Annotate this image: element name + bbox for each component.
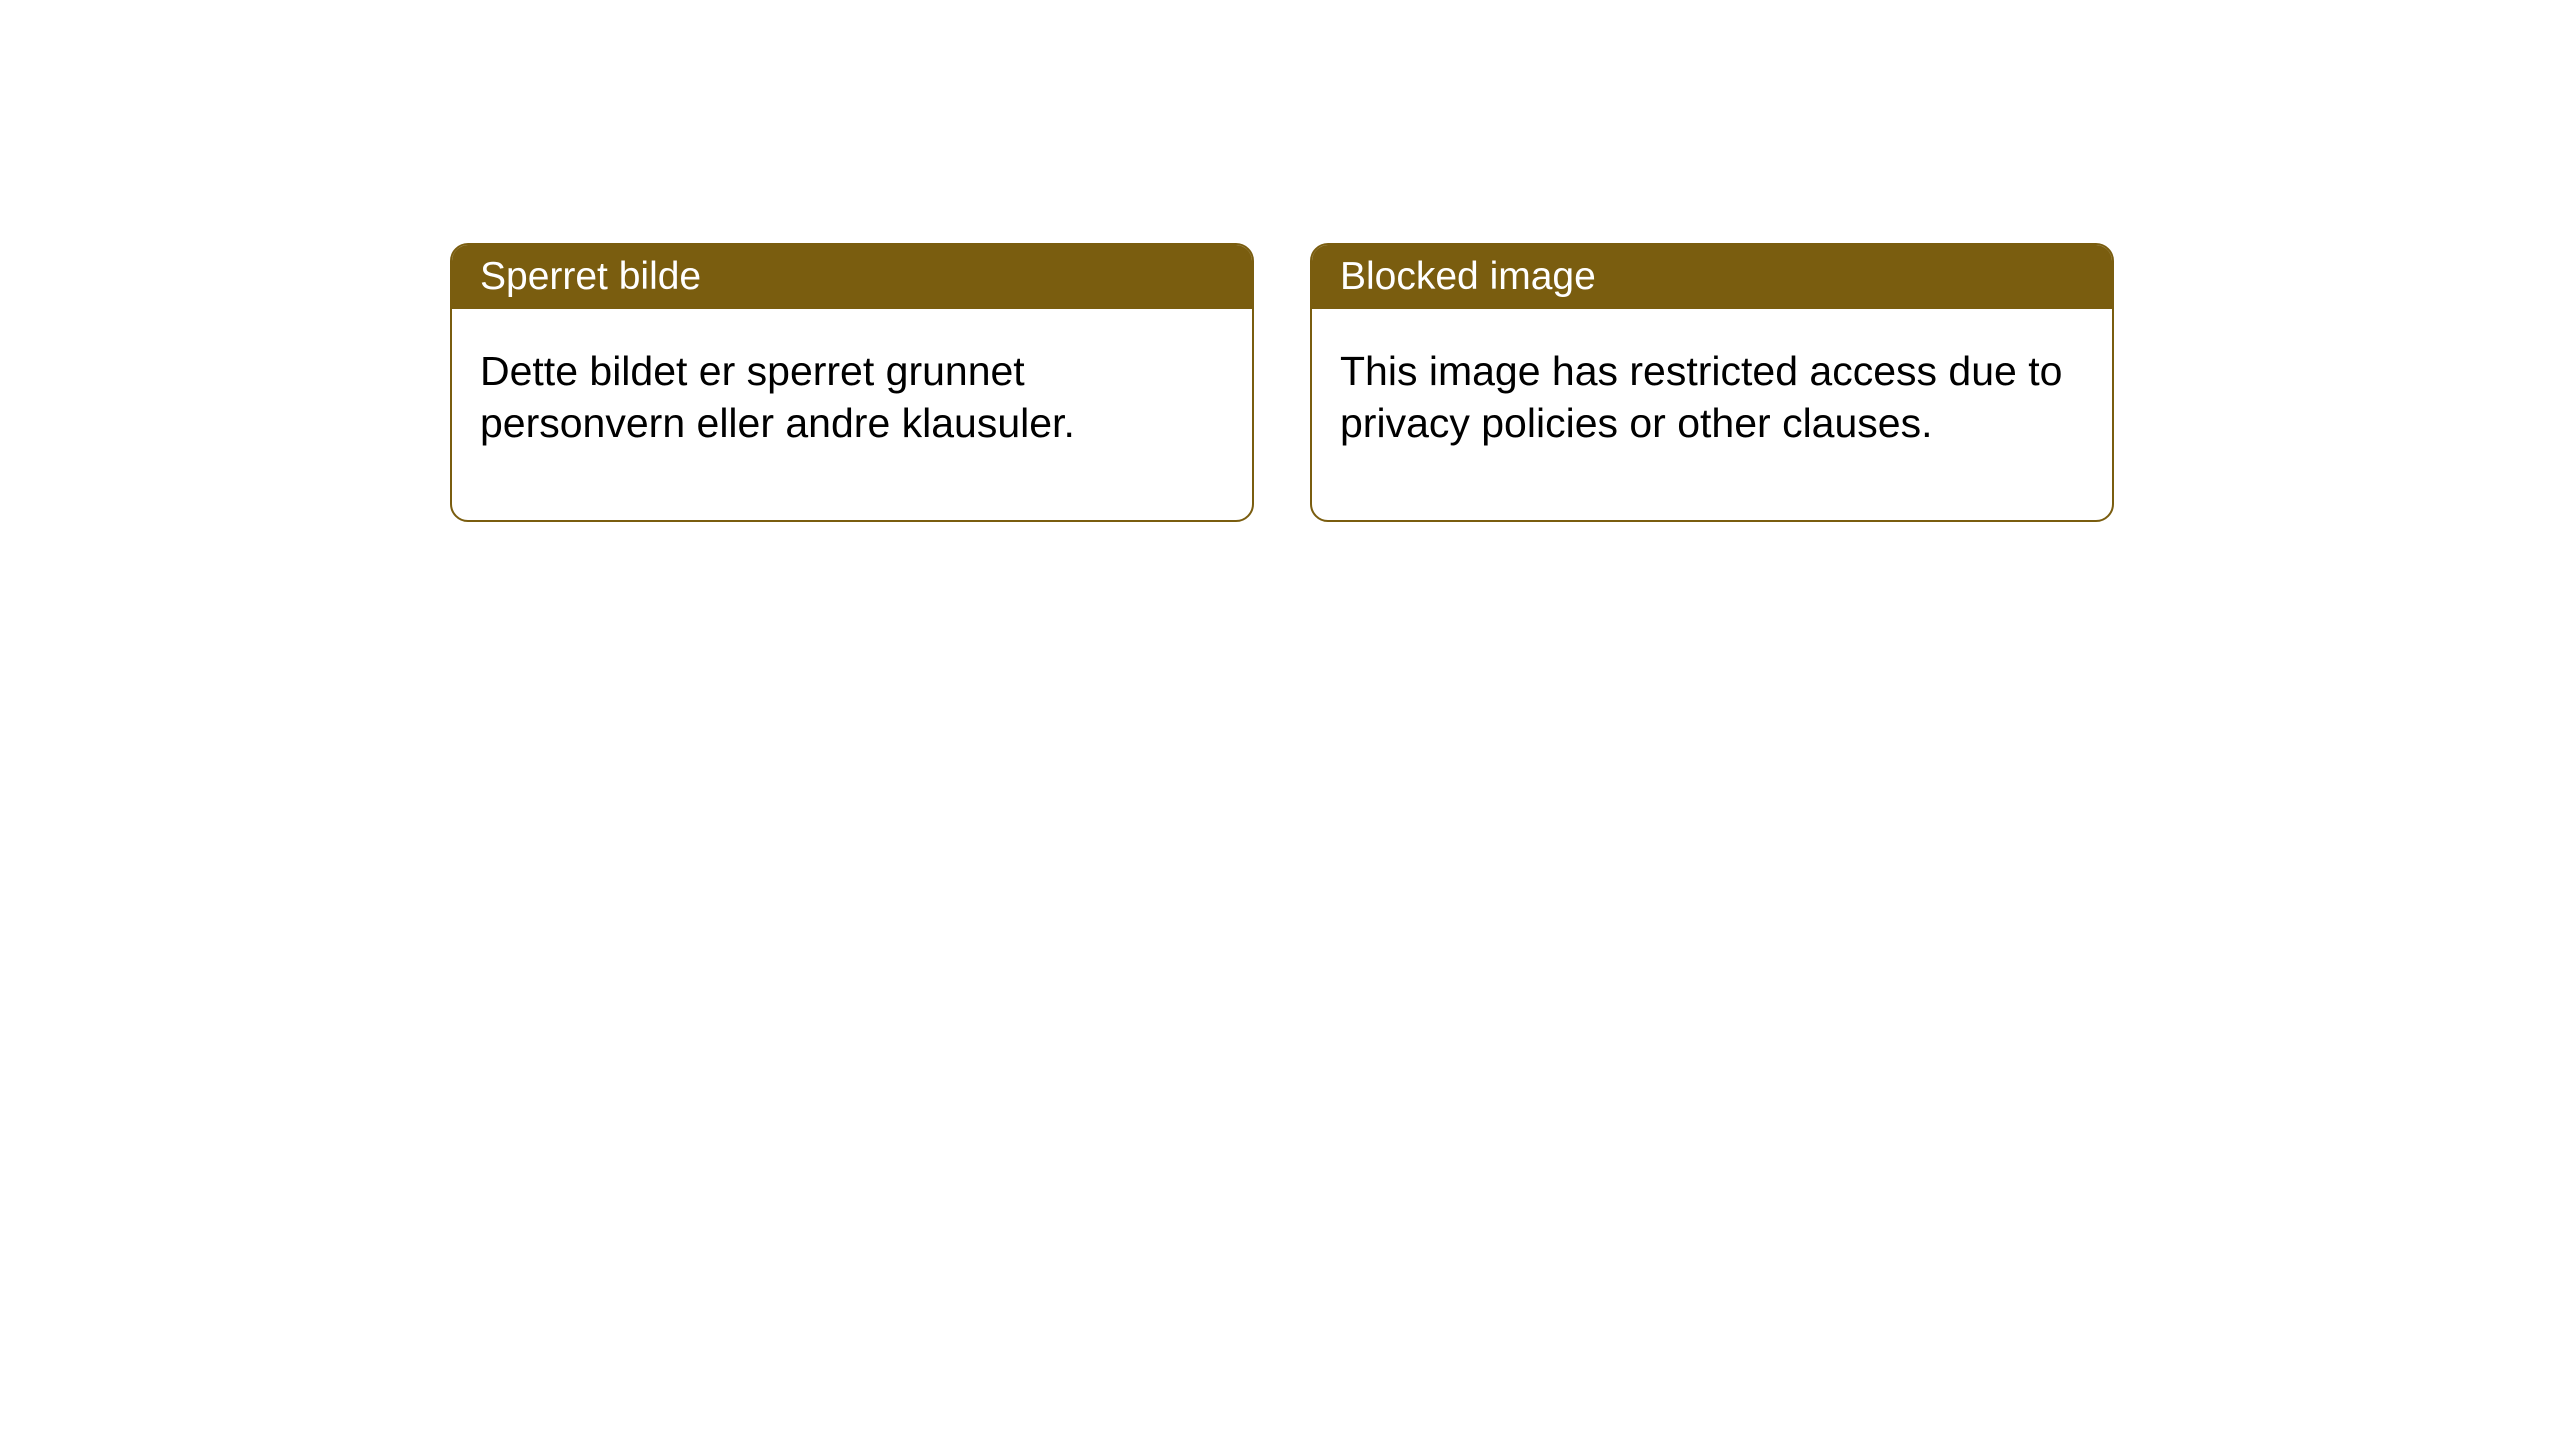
notice-card-english: Blocked image This image has restricted …: [1310, 243, 2114, 522]
notice-title: Sperret bilde: [480, 255, 701, 298]
notice-body: This image has restricted access due to …: [1312, 309, 2112, 520]
notice-header: Sperret bilde: [452, 245, 1252, 309]
notice-body-text: Dette bildet er sperret grunnet personve…: [480, 348, 1075, 446]
notice-card-norwegian: Sperret bilde Dette bildet er sperret gr…: [450, 243, 1254, 522]
notice-body-text: This image has restricted access due to …: [1340, 348, 2062, 446]
notice-container: Sperret bilde Dette bildet er sperret gr…: [0, 0, 2560, 522]
notice-title: Blocked image: [1340, 255, 1596, 298]
notice-body: Dette bildet er sperret grunnet personve…: [452, 309, 1252, 520]
notice-header: Blocked image: [1312, 245, 2112, 309]
